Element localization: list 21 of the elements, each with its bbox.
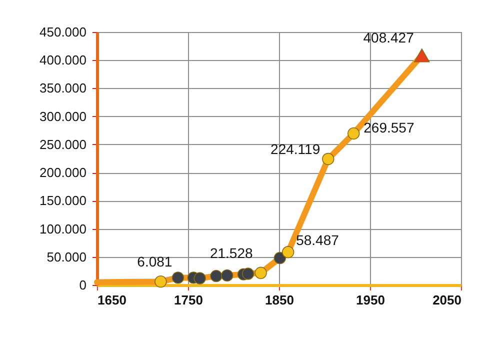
y-tick-label: 0 [79, 278, 86, 292]
x-tick-label: 1750 [174, 292, 203, 308]
x-tick-label: 1650 [98, 292, 126, 308]
y-tick-label: 450.000 [40, 24, 86, 40]
y-tick-label: 350.000 [40, 80, 86, 96]
y-tick-label: 100.000 [40, 221, 86, 236]
x-tick-label: 1850 [265, 292, 294, 308]
y-tick-label: 250.000 [40, 136, 86, 152]
data-label: 224.119 [270, 140, 320, 157]
x-tick-label: 1950 [356, 292, 385, 308]
data-label: 6.081 [137, 254, 172, 270]
data-label: 269.557 [364, 119, 414, 136]
data-label: 408.427 [363, 29, 414, 46]
data-label: 21.528 [210, 244, 254, 261]
y-tick-label: 300.000 [40, 108, 86, 124]
x-tick-label: 2050 [432, 292, 462, 308]
y-tick-label: 200.000 [40, 165, 86, 180]
data-label: 58.487 [296, 232, 340, 248]
y-tick-label: 400.000 [40, 52, 86, 68]
y-tick-label: 150.000 [40, 193, 86, 208]
y-tick-label: 50.000 [46, 249, 86, 264]
